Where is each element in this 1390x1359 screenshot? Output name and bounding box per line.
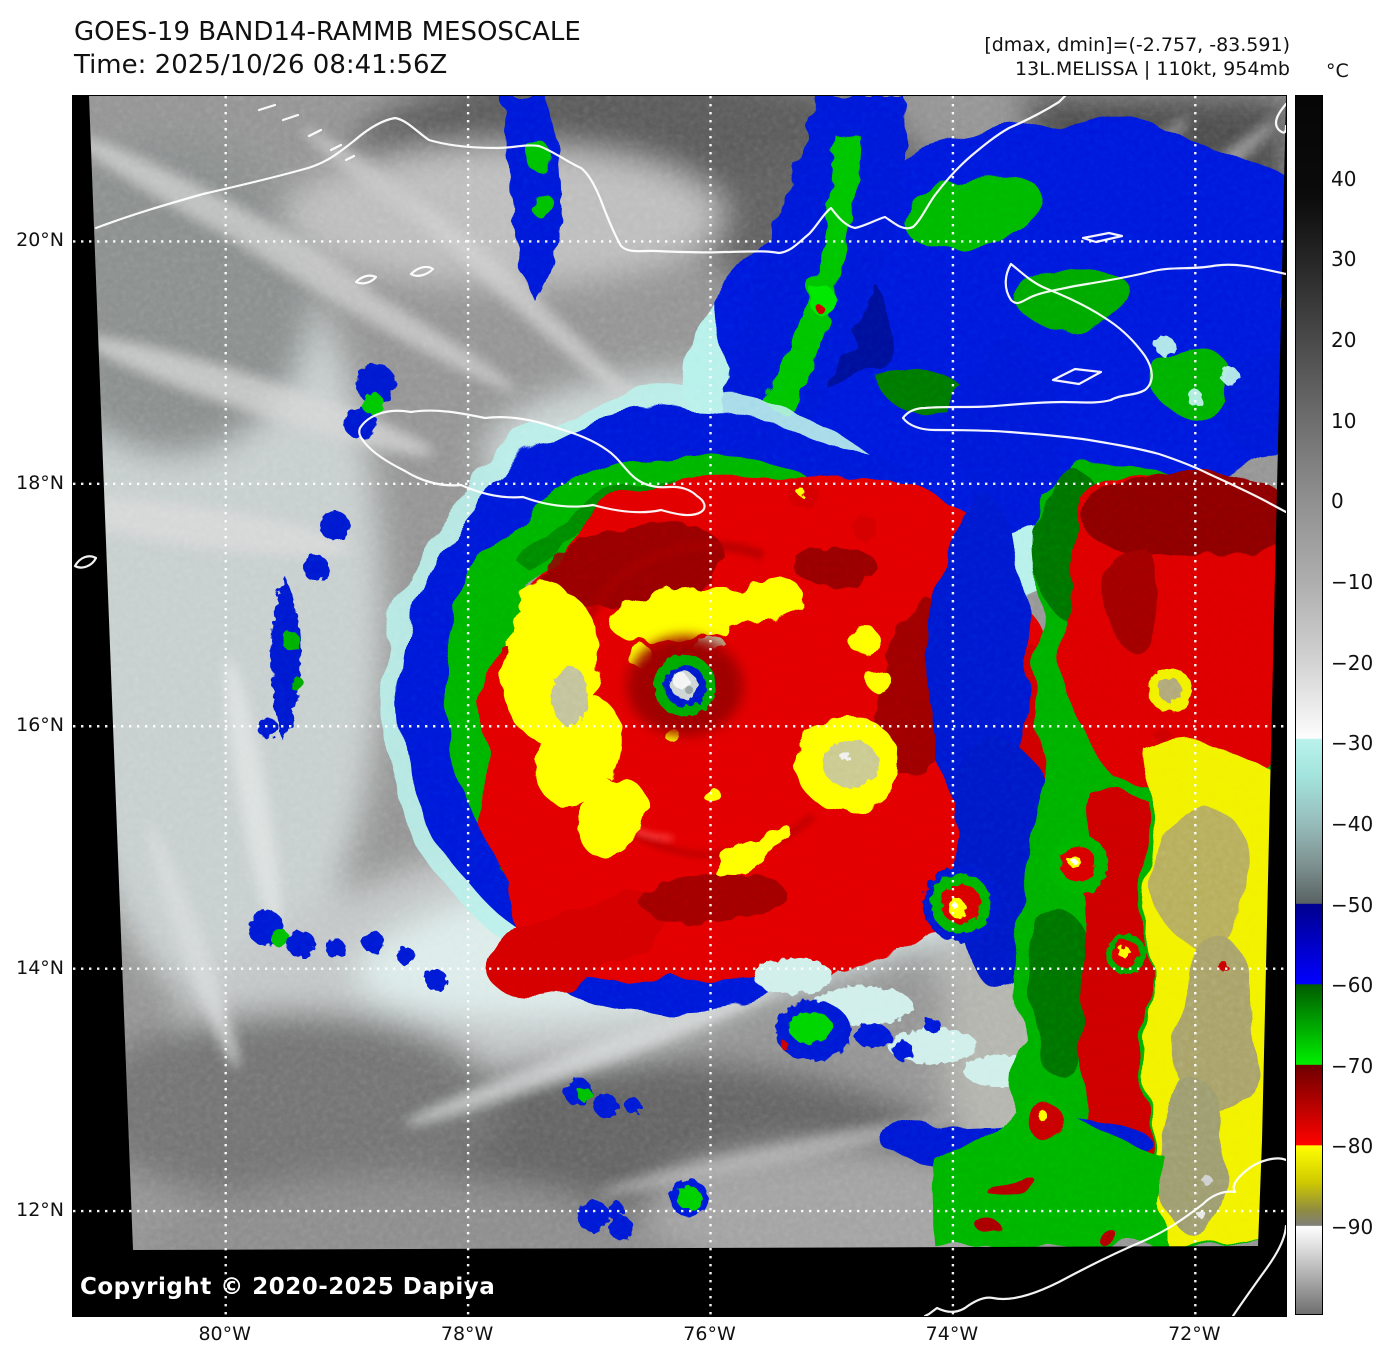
coast-hispaniola-north [1274,102,1286,134]
colorbar-tick-label: −70 [1331,1053,1374,1078]
noise-texture [89,96,1286,1250]
lat-tick-label: 12°N [16,1199,64,1222]
coast-south-america [923,1157,1286,1316]
colorbar-tick-label: 20 [1331,328,1357,353]
lon-tick-label: 80°W [198,1323,251,1345]
timestamp: Time: 2025/10/26 08:41:56Z [74,50,448,80]
coast-hispaniola [901,262,1286,514]
coast-tortuga [1081,231,1124,244]
colorbar-tick-label: −90 [1331,1215,1374,1240]
colorbar-tick-label: 30 [1331,247,1357,272]
product-title: GOES-19 BAND14-RAMMB MESOSCALE [74,17,581,47]
colorbar-tick-label: −30 [1331,731,1374,756]
lon-tick-label: 76°W [683,1323,736,1345]
coast-jamaica [358,409,706,517]
dmax-dmin-readout: [dmax, dmin]=(-2.757, -83.591) [984,34,1290,56]
map-plot-area [72,95,1287,1317]
lat-tick-label: 14°N [16,956,64,979]
lat-tick-label: 20°N [16,229,64,252]
colorbar-tick-label: −60 [1331,973,1374,998]
info-block: [dmax, dmin]=(-2.757, -83.591) 13L.MELIS… [984,33,1290,81]
coast-cayman-islands [73,265,435,569]
colorbar-tick-label: −20 [1331,650,1374,675]
lat-tick-label: 18°N [16,471,64,494]
colorbar-tick-label: 40 [1331,166,1357,191]
title-block: GOES-19 BAND14-RAMMB MESOSCALE Time: 202… [74,16,581,82]
colorbar-tick-label: −80 [1331,1134,1374,1159]
lon-tick-label: 72°W [1168,1323,1221,1345]
colorbar-tick-label: 10 [1331,408,1357,433]
colorbar-gradient [1296,96,1322,1314]
colorbar-tick-label: −10 [1331,570,1374,595]
colorbar-tick-label: 0 [1331,489,1344,514]
colorbar-tick-label: −40 [1331,811,1374,836]
copyright-watermark: Copyright © 2020-2025 Dapiya [80,1274,496,1300]
graticule [73,96,1286,1316]
coast-gonave [1051,367,1103,386]
colorbar [1295,95,1323,1315]
coastlines [73,96,1286,1316]
coast-cuba [94,96,1067,255]
lon-tick-label: 74°W [925,1323,979,1345]
data-swath [89,96,1286,1250]
storm-info: 13L.MELISSA | 110kt, 954mb [1015,58,1290,80]
colorbar-unit-label: °C [1326,60,1349,82]
coast-cuba-cays [257,103,356,162]
satellite-scene [73,96,1286,1316]
lon-tick-label: 78°W [440,1323,494,1345]
colorbar-tick-label: −50 [1331,892,1374,917]
lat-tick-label: 16°N [16,714,64,737]
